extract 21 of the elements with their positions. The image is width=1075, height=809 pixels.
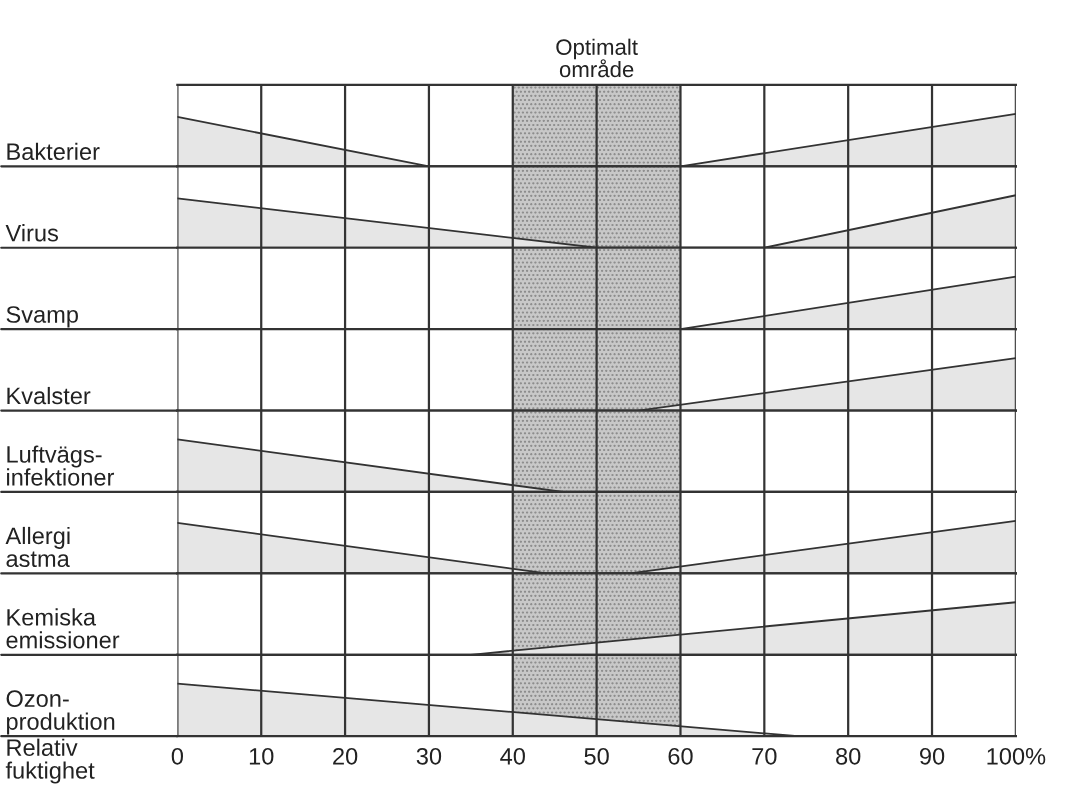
y-axis-title: Kvalster (7, 386, 91, 405)
x-tick-label: 80 (836, 747, 861, 765)
x-tick-label: 20 (333, 747, 358, 765)
y-axis-title: Kemiska emissioner (6, 608, 120, 649)
x-tick-label: 40 (500, 747, 525, 765)
x-tick-label: 90 (920, 747, 945, 765)
x-tick-label: 30 (416, 747, 442, 765)
band-label: Optimalt område (556, 38, 638, 78)
x-tick-label: 50 (584, 747, 609, 765)
y-axis-title: Ozon- produktion (6, 690, 115, 735)
y-axis-title: Luftvägs- infektioner (7, 445, 115, 486)
y-axis-title: Svamp (6, 306, 78, 328)
x-tick-label: 100% (987, 747, 1046, 765)
x-tick-label: 60 (668, 747, 693, 765)
y-axis-title: Virus (5, 224, 59, 242)
y-axis-title: Allergi astma (5, 526, 70, 568)
x-tick-label: 70 (752, 747, 777, 765)
x-axis-title: Relativ fuktighet (5, 738, 95, 784)
y-axis-title: Bakterier (7, 142, 100, 161)
x-tick-label: 0 (171, 747, 184, 765)
x-tick-label: 10 (249, 747, 274, 765)
